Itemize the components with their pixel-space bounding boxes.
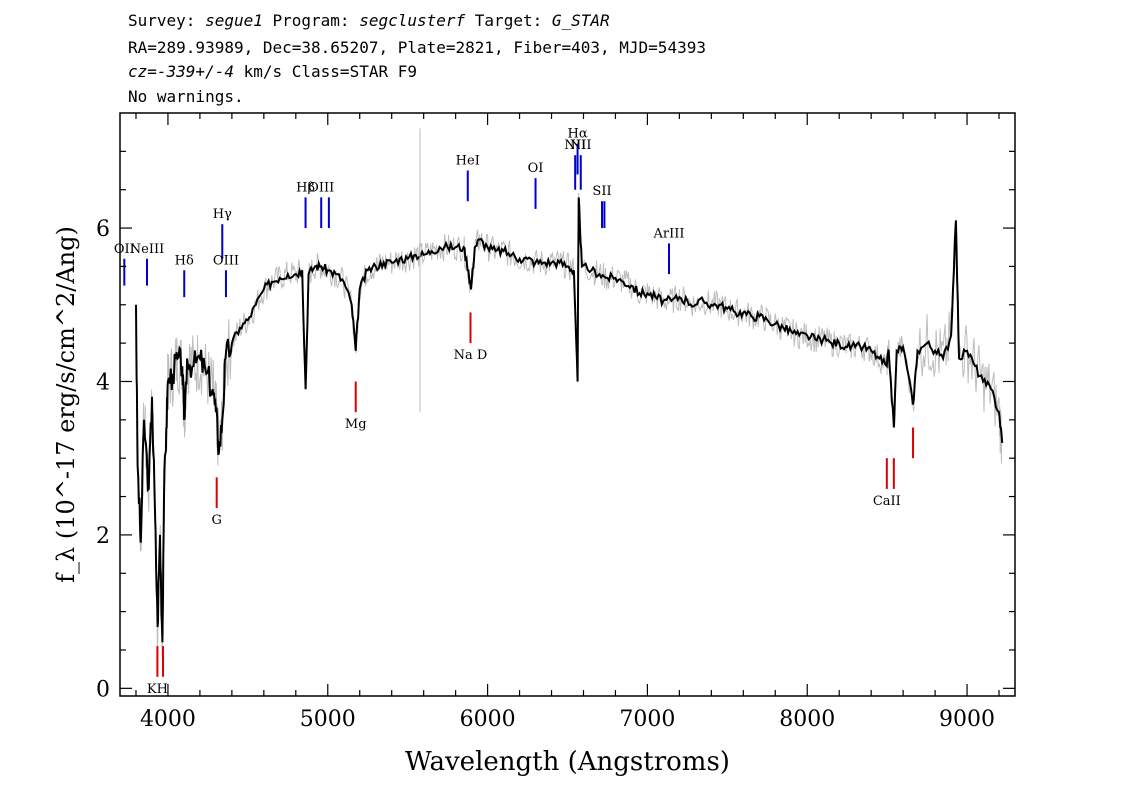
header-line-1: Survey: segue1 Program: segclusterf Targ… bbox=[128, 11, 610, 31]
absorption-label-3: Mg bbox=[345, 417, 367, 432]
y-axis-label: f_λ (10^-17 erg/s/cm^2/Ang) bbox=[52, 226, 80, 583]
program-value: segclusterf bbox=[359, 11, 466, 30]
plot-frame bbox=[119, 112, 1016, 697]
program-label: Program: bbox=[262, 11, 360, 30]
class-info: km/s Class=STAR F9 bbox=[233, 62, 417, 81]
survey-value: segue1 bbox=[205, 11, 263, 30]
spectrum-noise-0 bbox=[135, 192, 1003, 659]
x-tick-label: 6000 bbox=[460, 707, 516, 732]
emission-label-10: NII bbox=[564, 138, 586, 153]
emission-label-6: OIII bbox=[308, 180, 334, 195]
emission-label-9: OI bbox=[528, 161, 544, 176]
emission-label-13: SII bbox=[592, 184, 611, 199]
absorption-label-2: G bbox=[211, 513, 221, 528]
y-tick-label: 2 bbox=[96, 524, 110, 549]
emission-label-2: Hδ bbox=[175, 253, 194, 268]
emission-label-0: OII bbox=[114, 242, 135, 257]
y-tick-label: 6 bbox=[96, 217, 110, 242]
x-tick-label: 7000 bbox=[619, 707, 675, 732]
spectrum-line-0 bbox=[135, 197, 1004, 643]
emission-label-4: OIII bbox=[213, 253, 239, 268]
redshift-value: cz=-339+/-4 bbox=[128, 62, 234, 81]
header-line-4: No warnings. bbox=[128, 87, 244, 106]
y-tick-label: 0 bbox=[96, 677, 110, 702]
emission-label-12: NII bbox=[570, 138, 592, 153]
x-axis-label: Wavelength (Angstroms) bbox=[405, 747, 730, 777]
emission-label-15: ArIII bbox=[652, 226, 684, 241]
x-tick-label: 8000 bbox=[779, 707, 835, 732]
emission-label-5: Hβ bbox=[296, 180, 315, 195]
target-label: Target: bbox=[465, 11, 552, 30]
x-tick-label: 4000 bbox=[140, 707, 196, 732]
emission-label-11: Hα bbox=[568, 127, 588, 142]
target-value: G_STAR bbox=[551, 11, 610, 30]
absorption-label-0: KH bbox=[147, 682, 168, 697]
survey-label: Survey: bbox=[128, 11, 206, 30]
header-line-3: cz=-339+/-4 km/s Class=STAR F9 bbox=[128, 62, 417, 82]
header-line-2: RA=289.93989, Dec=38.65207, Plate=2821, … bbox=[128, 38, 706, 57]
absorption-label-5: CaII bbox=[873, 494, 901, 509]
emission-label-3: Hγ bbox=[213, 207, 232, 222]
absorption-label-4: Na D bbox=[454, 348, 488, 363]
y-tick-label: 4 bbox=[96, 370, 110, 395]
x-tick-label: 9000 bbox=[939, 707, 995, 732]
x-tick-label: 5000 bbox=[300, 707, 356, 732]
emission-label-1: NeIII bbox=[130, 242, 164, 257]
emission-label-8: HeI bbox=[456, 154, 480, 169]
